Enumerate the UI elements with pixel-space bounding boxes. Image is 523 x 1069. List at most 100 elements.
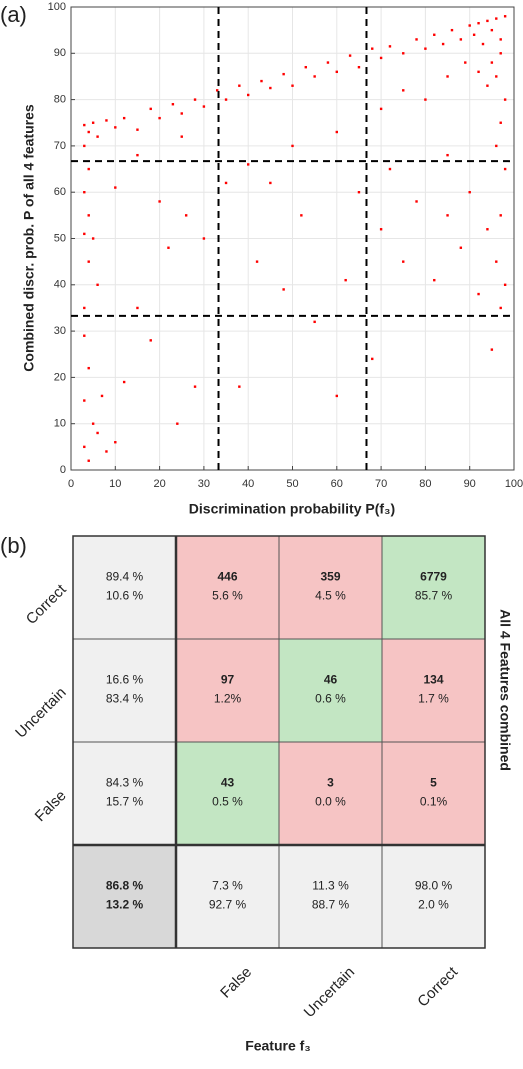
point [503, 98, 507, 101]
point [499, 52, 502, 55]
point [136, 153, 139, 157]
cell-value: 92.7 % [209, 898, 247, 912]
y-tick-label: 80 [54, 94, 66, 106]
point [459, 38, 463, 41]
total-cell [72, 844, 177, 949]
x-tick-label: 70 [375, 478, 387, 490]
cell-value: 16.6 % [106, 673, 144, 687]
point [269, 86, 272, 90]
point [379, 56, 383, 60]
point [176, 422, 179, 425]
point [184, 214, 188, 217]
summary-cell [72, 741, 177, 846]
point [335, 394, 338, 398]
point [180, 135, 183, 138]
point [167, 246, 170, 249]
point [472, 33, 476, 36]
point [100, 394, 104, 398]
summary-cell [72, 535, 177, 640]
point [91, 422, 95, 425]
column-label: Correct [414, 963, 461, 1010]
point [247, 93, 250, 97]
summary-cell [278, 844, 383, 949]
point [495, 260, 498, 263]
point [291, 144, 294, 148]
x-tick-label: 80 [419, 478, 431, 490]
cell-value: 84.3 % [106, 776, 144, 790]
point [291, 84, 294, 87]
point [282, 72, 285, 76]
point [335, 70, 338, 74]
row-label: Uncertain [12, 684, 69, 741]
point [96, 135, 99, 138]
point [304, 65, 307, 69]
cell-value: 10.6 % [106, 589, 144, 603]
panel-label: (a) [0, 2, 27, 27]
point [486, 84, 489, 87]
point [202, 105, 206, 108]
point [193, 385, 197, 388]
matrix-cell [381, 638, 486, 743]
point [87, 366, 90, 370]
y-axis-label: All 4 Features combined [497, 609, 513, 771]
matrix-cell [175, 535, 280, 640]
y-tick-label: 40 [54, 279, 66, 291]
cell-value: 46 [324, 673, 338, 687]
x-tick-label: 20 [153, 478, 165, 490]
point [255, 260, 259, 263]
point [282, 288, 285, 291]
point [402, 260, 405, 263]
matrix-cell [278, 535, 383, 640]
point [96, 431, 99, 435]
y-tick-label: 100 [48, 1, 66, 13]
y-tick-label: 20 [54, 371, 66, 383]
point [371, 47, 374, 50]
point [87, 167, 90, 171]
point [83, 399, 86, 402]
point [202, 237, 206, 240]
y-tick-label: 0 [60, 464, 66, 476]
point [114, 126, 117, 129]
point [503, 167, 507, 171]
point [114, 441, 117, 444]
point [495, 17, 498, 20]
point [215, 89, 219, 92]
x-tick-label: 100 [505, 478, 523, 490]
cell-value: 0.5 % [212, 795, 243, 809]
point [238, 385, 241, 388]
point [149, 339, 152, 342]
cell-value: 15.7 % [106, 795, 144, 809]
point [83, 306, 86, 310]
point [105, 119, 108, 122]
y-tick-label: 10 [54, 418, 66, 430]
cell-value: 359 [320, 570, 340, 584]
point [224, 181, 228, 185]
cell-value: 98.0 % [415, 879, 453, 893]
y-tick-label: 70 [54, 140, 66, 152]
point [450, 28, 454, 32]
cell-value: 2.0 % [418, 898, 449, 912]
point [433, 33, 436, 36]
point [313, 320, 316, 324]
point [441, 42, 445, 46]
point [357, 191, 361, 194]
row-label: False [32, 787, 70, 825]
cell-value: 1.7 % [418, 692, 449, 706]
x-axis-label: Feature f₃ [245, 1038, 311, 1054]
x-tick-label: 10 [109, 478, 121, 490]
point [503, 15, 507, 18]
point [83, 144, 86, 148]
cell-value: 13.2 % [106, 898, 144, 912]
point [87, 260, 90, 263]
cell-value: 89.4 % [106, 570, 144, 584]
point [224, 98, 228, 101]
point [415, 200, 418, 203]
x-axis-label: Discrimination probability P(f₃) [189, 501, 395, 517]
point [402, 52, 405, 55]
point [83, 123, 86, 127]
matrix-cell [381, 535, 486, 640]
summary-cell [381, 844, 486, 949]
y-tick-label: 90 [54, 47, 66, 59]
cell-value: 86.8 % [106, 879, 144, 893]
